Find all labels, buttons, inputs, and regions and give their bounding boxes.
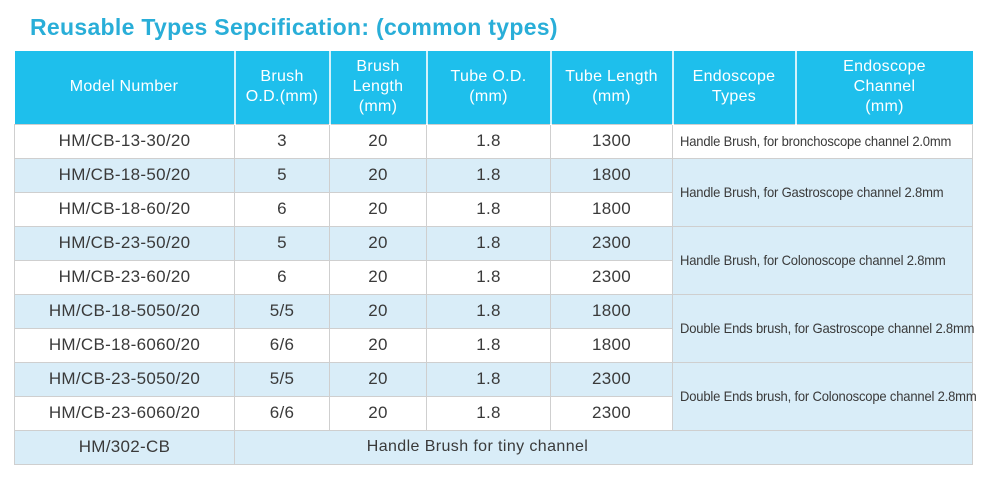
table-body: HM/CB-13-30/20 3 20 1.8 1300 Handle Brus… (14, 123, 977, 465)
model-cell: HM/CB-23-6060/20 (14, 395, 235, 431)
brush-length-cell: 20 (329, 123, 427, 159)
brush-length-cell: 20 (329, 293, 427, 329)
tube-length-cell: 2300 (550, 361, 673, 397)
model-cell: HM/CB-23-50/20 (14, 225, 235, 261)
tube-od-cell: 1.8 (426, 191, 551, 227)
column-header-endoscope-types: Endoscope Types (672, 51, 797, 124)
note-text: Handle Brush, for bronchoscope channel 2… (680, 133, 952, 149)
table-row: HM/CB-23-50/20 5 20 1.8 2300 Handle Brus… (14, 225, 973, 295)
tube-od-cell: 1.8 (426, 157, 551, 193)
brush-od-cell: 6 (234, 191, 330, 227)
column-header-tube-length: Tube Length (mm) (550, 51, 674, 124)
note-cell: Handle Brush, for Colonoscope channel 2.… (672, 225, 973, 295)
footer-model-cell: HM/302-CB (14, 429, 235, 465)
tube-length-cell: 1800 (550, 191, 673, 227)
column-header-model-number: Model Number (14, 51, 236, 124)
table-header: Model Number Brush O.D.(mm) Brush Length… (14, 51, 973, 124)
tube-od-cell: 1.8 (426, 259, 551, 295)
tube-length-cell: 2300 (550, 259, 673, 295)
column-header-endoscope-channel: Endoscope Channel (mm) (795, 51, 973, 124)
tube-od-cell: 1.8 (426, 327, 551, 363)
brush-length-cell: 20 (329, 259, 427, 295)
table-row: HM/CB-23-60/20 6 20 1.8 2300 (14, 259, 973, 295)
footer-note-cell: Handle Brush for tiny channel (234, 429, 973, 465)
table-row: HM/CB-18-50/20 5 20 1.8 1800 Handle Brus… (14, 157, 973, 227)
brush-length-cell: 20 (329, 327, 427, 363)
model-cell: HM/CB-18-50/20 (14, 157, 235, 193)
brush-od-cell: 5/5 (234, 293, 330, 329)
model-cell: HM/CB-18-60/20 (14, 191, 235, 227)
column-header-brush-length: Brush Length (mm) (329, 51, 428, 124)
tube-length-cell: 1800 (550, 293, 673, 329)
note-cell: Handle Brush, for bronchoscope channel 2… (672, 123, 973, 159)
tube-length-cell: 1800 (550, 157, 673, 193)
table-row: HM/CB-18-6060/20 6/6 20 1.8 1800 (14, 327, 973, 363)
model-cell: HM/CB-23-60/20 (14, 259, 235, 295)
tube-od-cell: 1.8 (426, 361, 551, 397)
model-cell: HM/CB-18-5050/20 (14, 293, 235, 329)
model-cell: HM/CB-18-6060/20 (14, 327, 235, 363)
header-row: Model Number Brush O.D.(mm) Brush Length… (14, 51, 973, 124)
note-text: Handle Brush, for Colonoscope channel 2.… (680, 252, 946, 268)
brush-od-cell: 6/6 (234, 395, 330, 431)
brush-od-cell: 5 (234, 157, 330, 193)
spec-table: Model Number Brush O.D.(mm) Brush Length… (14, 51, 977, 465)
note-cell: Double Ends brush, for Gastroscope chann… (672, 293, 975, 363)
tube-length-cell: 1800 (550, 327, 673, 363)
tube-od-cell: 1.8 (426, 395, 551, 431)
tube-od-cell: 1.8 (426, 293, 551, 329)
brush-od-cell: 5 (234, 225, 330, 261)
brush-od-cell: 6/6 (234, 327, 330, 363)
page-title: Reusable Types Sepcification: (common ty… (30, 14, 558, 40)
brush-od-cell: 6 (234, 259, 330, 295)
table-row: HM/CB-13-30/20 3 20 1.8 1300 Handle Brus… (14, 123, 973, 159)
brush-od-cell: 3 (234, 123, 330, 159)
brush-length-cell: 20 (329, 395, 427, 431)
tube-length-cell: 2300 (550, 225, 673, 261)
tube-length-cell: 2300 (550, 395, 673, 431)
note-cell: Double Ends brush, for Colonoscope chann… (672, 361, 977, 431)
model-cell: HM/CB-13-30/20 (14, 123, 235, 159)
note-text: Double Ends brush, for Gastroscope chann… (680, 320, 975, 336)
table-row-footer: HM/302-CB Handle Brush for tiny channel (14, 429, 973, 465)
tube-od-cell: 1.8 (426, 225, 551, 261)
table-row: HM/CB-23-5050/20 5/5 20 1.8 2300 Double … (14, 361, 977, 431)
table-row: HM/CB-18-5050/20 5/5 20 1.8 1800 Double … (14, 293, 975, 363)
tube-od-cell: 1.8 (426, 123, 551, 159)
brush-length-cell: 20 (329, 225, 427, 261)
model-cell: HM/CB-23-5050/20 (14, 361, 235, 397)
tube-length-cell: 1300 (550, 123, 673, 159)
table-row: HM/CB-18-60/20 6 20 1.8 1800 (14, 191, 973, 227)
note-text: Handle Brush, for Gastroscope channel 2.… (680, 184, 944, 200)
brush-length-cell: 20 (329, 191, 427, 227)
note-cell: Handle Brush, for Gastroscope channel 2.… (672, 157, 973, 227)
note-text: Double Ends brush, for Colonoscope chann… (680, 388, 977, 404)
column-header-brush-od: Brush O.D.(mm) (234, 51, 331, 124)
table-row: HM/CB-23-6060/20 6/6 20 1.8 2300 (14, 395, 973, 431)
brush-od-cell: 5/5 (234, 361, 330, 397)
brush-length-cell: 20 (329, 361, 427, 397)
brush-length-cell: 20 (329, 157, 427, 193)
column-header-tube-od: Tube O.D. (mm) (426, 51, 552, 124)
